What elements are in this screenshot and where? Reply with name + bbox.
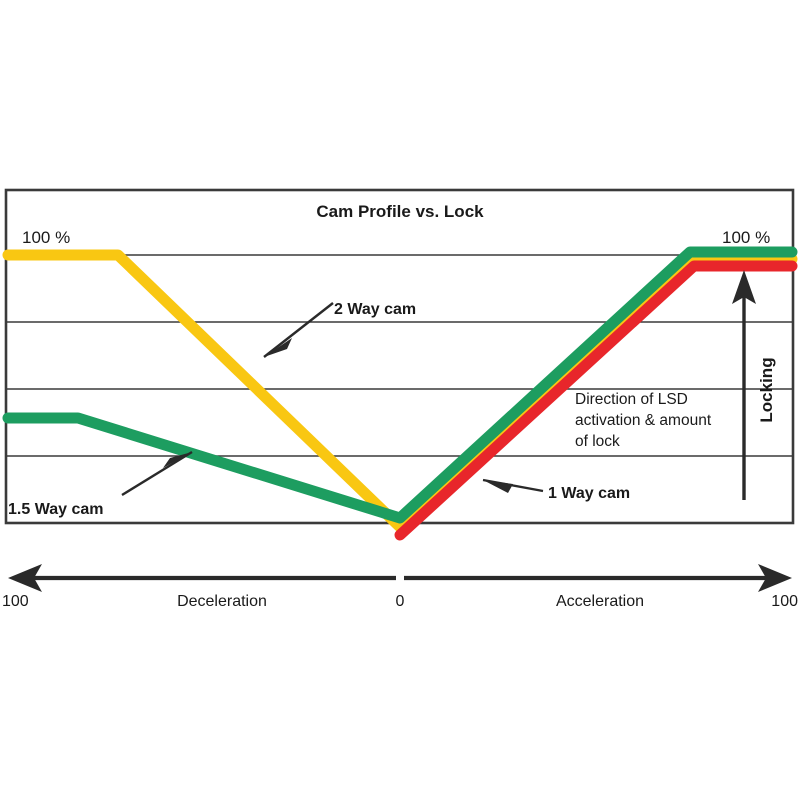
callout-1-way-cam-label: 1 Way cam xyxy=(548,485,630,502)
callout-1-way-cam: 1 Way cam xyxy=(482,478,630,502)
callout-2-way-cam-leader xyxy=(263,302,334,358)
chart-title: Cam Profile vs. Lock xyxy=(316,202,484,221)
callout-2-way-cam-label: 2 Way cam xyxy=(334,301,416,318)
callout-1-5-way-cam-arrowhead xyxy=(163,452,192,468)
gridlines xyxy=(6,254,793,457)
lsd-direction-note: Direction of LSD activation & amount of … xyxy=(575,391,712,450)
callout-1-way-cam-arrowhead xyxy=(483,480,513,493)
axis-value-right: 100 xyxy=(771,593,798,610)
lsd-direction-note-line-3: of lock xyxy=(575,433,620,450)
plot-frame xyxy=(4,188,795,525)
callout-1-5-way-cam-label: 1.5 Way cam xyxy=(8,501,103,518)
axis-region-acceleration: Acceleration xyxy=(556,593,644,610)
pct-label-right: 100 % xyxy=(722,228,770,247)
pct-label-left: 100 % xyxy=(22,228,70,247)
axis-value-center: 0 xyxy=(396,593,405,610)
direction-axis: 100 0 100 Deceleration Acceleration xyxy=(2,564,798,610)
axis-arrowhead-right xyxy=(758,564,792,592)
locking-arrow: Locking xyxy=(732,270,776,500)
series-2-way-cam xyxy=(2,249,798,533)
axis-region-deceleration: Deceleration xyxy=(177,593,267,610)
callout-2-way-cam: 2 Way cam xyxy=(263,301,416,358)
callout-1-5-way-cam: 1.5 Way cam xyxy=(8,450,193,518)
axis-arrowhead-left xyxy=(8,564,42,592)
lsd-direction-note-line-2: activation & amount xyxy=(575,412,712,429)
lsd-direction-note-line-1: Direction of LSD xyxy=(575,391,688,408)
series-1-5-way-cam xyxy=(2,246,798,524)
callout-1-5-way-cam-leader xyxy=(121,450,193,497)
callout-2-way-cam-arrowhead xyxy=(264,338,292,357)
locking-arrow-head xyxy=(732,270,756,304)
axis-value-left: 100 xyxy=(2,593,29,610)
locking-axis-label: Locking xyxy=(757,357,776,422)
series-1-way-cam xyxy=(394,260,798,541)
